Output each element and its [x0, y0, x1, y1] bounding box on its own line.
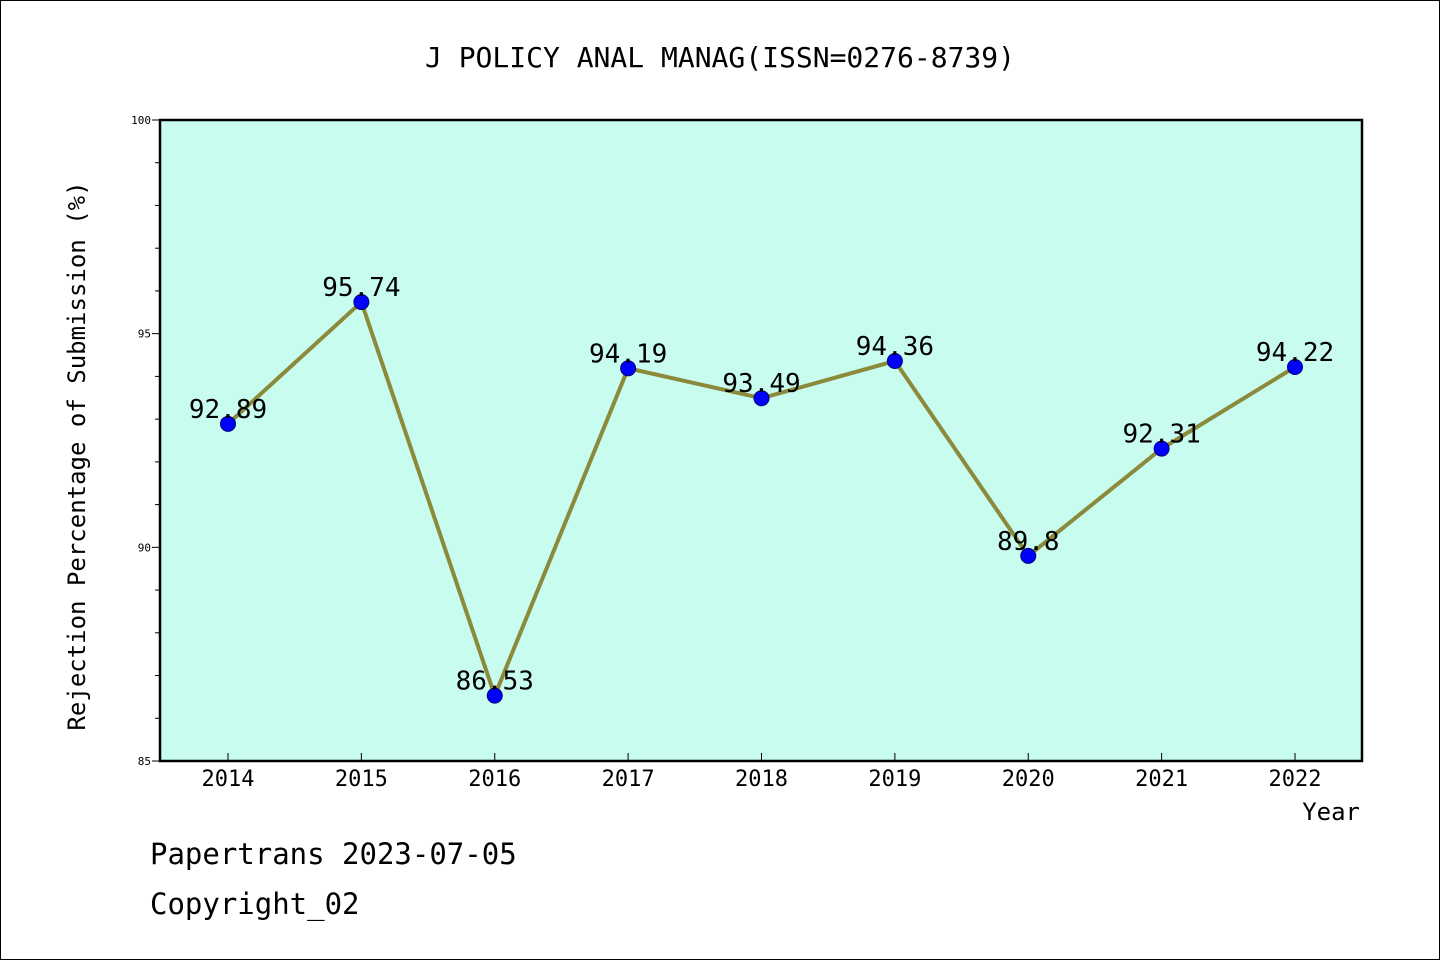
- data-label: 92.89: [189, 395, 267, 425]
- chart-title: J POLICY ANAL MANAG(ISSN=0276-8739): [425, 41, 1015, 74]
- footer-copyright: Copyright_02: [150, 887, 360, 922]
- data-point: [753, 390, 770, 407]
- data-label: 94.22: [1256, 338, 1334, 368]
- x-axis-ticks: 2014 2015 2016 2017 2018 2019 2020 2021 2022: [202, 753, 1322, 792]
- y-tick-label: 100: [131, 114, 151, 127]
- plot-border: [158, 118, 1364, 763]
- x-tick-label: 2020: [1002, 767, 1055, 792]
- y-axis-ticks: 85 90 95 100: [131, 114, 160, 768]
- x-tick-label: 2018: [735, 767, 788, 792]
- data-point: [1020, 547, 1037, 564]
- y-axis-label: Rejection Percentage of Submission (%): [63, 181, 91, 730]
- y-tick-label: 90: [138, 541, 151, 554]
- data-labels: 92.89 95.74 86.53 94.19 93.49 94.36 89.8 92.31 9…: [189, 273, 1334, 697]
- x-tick-label: 2019: [868, 767, 921, 792]
- series-group: [220, 294, 1303, 704]
- x-tick-label: 2017: [602, 767, 655, 792]
- x-tick-label: 2014: [202, 767, 255, 792]
- data-label: 94.19: [589, 339, 667, 369]
- data-label: 86.53: [456, 667, 534, 697]
- x-axis-label: Year: [1302, 798, 1360, 826]
- data-point: [620, 360, 637, 377]
- x-tick-label: 2022: [1269, 767, 1322, 792]
- x-tick-label: 2021: [1135, 767, 1188, 792]
- data-point: [886, 353, 903, 370]
- data-point: [353, 294, 370, 311]
- data-label: 93.49: [722, 369, 800, 399]
- data-label: 94.36: [856, 332, 934, 362]
- data-point: [220, 415, 236, 432]
- plot-background: [160, 120, 1362, 761]
- plot-area: [160, 120, 1362, 761]
- data-point: [1153, 440, 1170, 457]
- footer-date: Papertrans 2023-07-05: [150, 837, 517, 871]
- y-tick-label: 95: [138, 328, 151, 341]
- data-label: 92.31: [1122, 420, 1200, 450]
- data-point: [1287, 358, 1303, 375]
- x-tick-label: 2016: [468, 767, 521, 792]
- y-tick-label: 85: [138, 755, 151, 768]
- data-label: 95.74: [322, 273, 400, 303]
- x-tick-label: 2015: [335, 767, 388, 792]
- data-label: 89.8: [997, 527, 1060, 557]
- data-point: [486, 687, 503, 704]
